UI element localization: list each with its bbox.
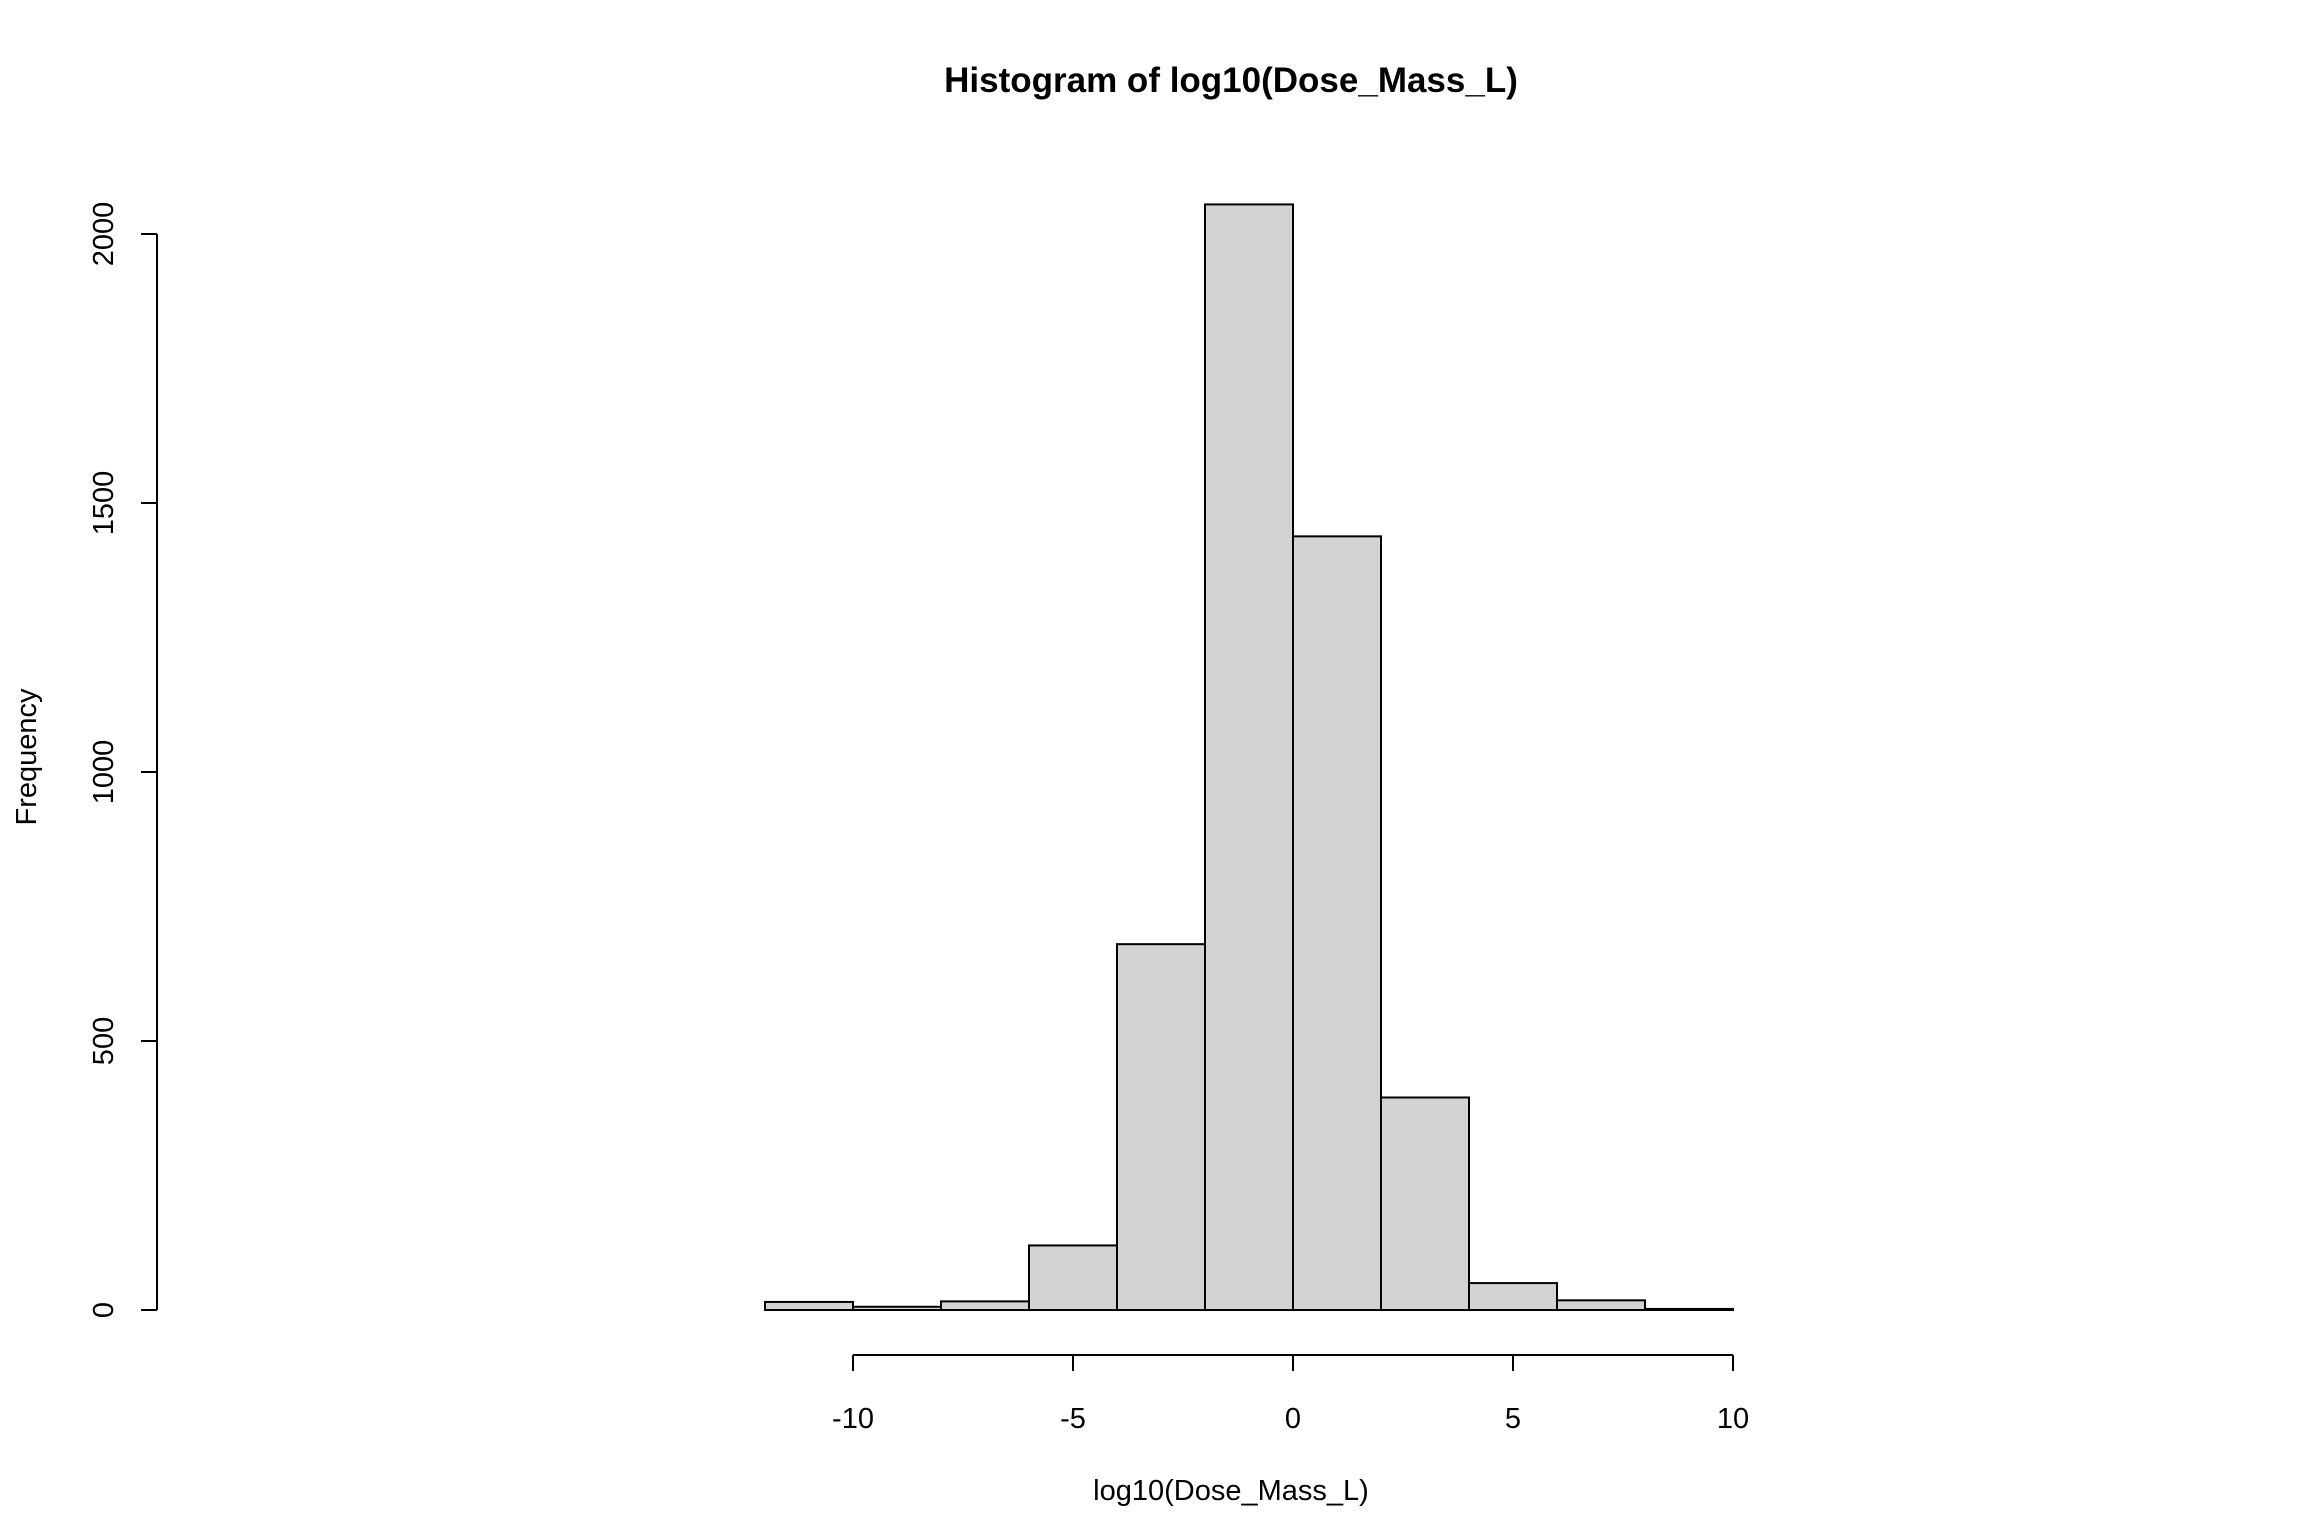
x-tick-label: 5 — [1505, 1403, 1521, 1435]
histogram-bar-3 — [1028, 1244, 1118, 1311]
y-axis-label: Frequency — [11, 688, 43, 826]
x-tick-label: -10 — [832, 1403, 874, 1435]
y-tick-label: 1500 — [88, 471, 120, 536]
chart-title: Histogram of log10(Dose_Mass_L) — [944, 61, 1518, 100]
y-tick-label: 500 — [88, 1017, 120, 1065]
y-tick-label: 0 — [88, 1302, 120, 1318]
y-axis: 0 500 1000 1500 2000 — [88, 202, 158, 1318]
x-tick-label: 10 — [1717, 1403, 1749, 1435]
histogram-bars — [764, 203, 1734, 1312]
histogram-bar-2 — [940, 1300, 1030, 1311]
histogram-bar-0 — [764, 1300, 854, 1312]
histogram-bar-9 — [1556, 1299, 1646, 1312]
y-tick-label: 2000 — [88, 202, 120, 267]
histogram-bar-7 — [1380, 1096, 1470, 1311]
x-tick-label: 0 — [1285, 1403, 1301, 1435]
y-tick-label: 1000 — [88, 740, 120, 805]
histogram-bar-1 — [852, 1305, 942, 1311]
histogram-bar-10 — [1644, 1307, 1734, 1311]
histogram-bar-8 — [1468, 1282, 1558, 1311]
histogram-bar-4 — [1116, 943, 1206, 1311]
x-axis: -10 -5 0 5 10 — [832, 1354, 1749, 1435]
x-axis-label: log10(Dose_Mass_L) — [1093, 1475, 1369, 1507]
x-tick-label: -5 — [1060, 1403, 1086, 1435]
histogram-bar-6 — [1292, 535, 1382, 1311]
histogram-bar-5 — [1204, 203, 1294, 1311]
